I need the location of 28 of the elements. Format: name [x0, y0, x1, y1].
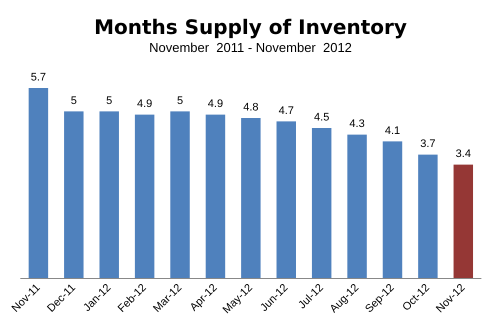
data-label: 5.7: [30, 72, 46, 84]
data-label: 4.7: [278, 104, 294, 117]
data-label: 5: [70, 94, 77, 107]
data-label: 3.7: [420, 138, 436, 150]
bar: [64, 111, 84, 278]
data-label: 5: [106, 94, 112, 107]
bar: [312, 128, 332, 278]
bar: [347, 134, 367, 278]
bar: [241, 118, 261, 278]
bar: [454, 164, 474, 278]
chart-title: Months Supply of Inventory: [94, 15, 407, 39]
bar: [418, 154, 438, 278]
data-label: 4.8: [243, 102, 258, 114]
data-label: 4.5: [314, 112, 330, 124]
bar: [206, 114, 226, 278]
bar: [170, 111, 190, 278]
data-label: 5: [176, 94, 184, 107]
data-label: 4.3: [349, 118, 365, 130]
bar: [99, 111, 119, 278]
data-label: 4.9: [208, 98, 224, 110]
bar: [28, 88, 48, 278]
chart-subtitle: November 2011 - November 2012: [149, 40, 352, 55]
data-label: 3.4: [456, 148, 471, 160]
bar: [134, 114, 154, 278]
bar: [276, 121, 296, 278]
data-label: 4.9: [136, 98, 152, 110]
bar: [382, 141, 402, 278]
data-label: 4.1: [384, 124, 400, 137]
